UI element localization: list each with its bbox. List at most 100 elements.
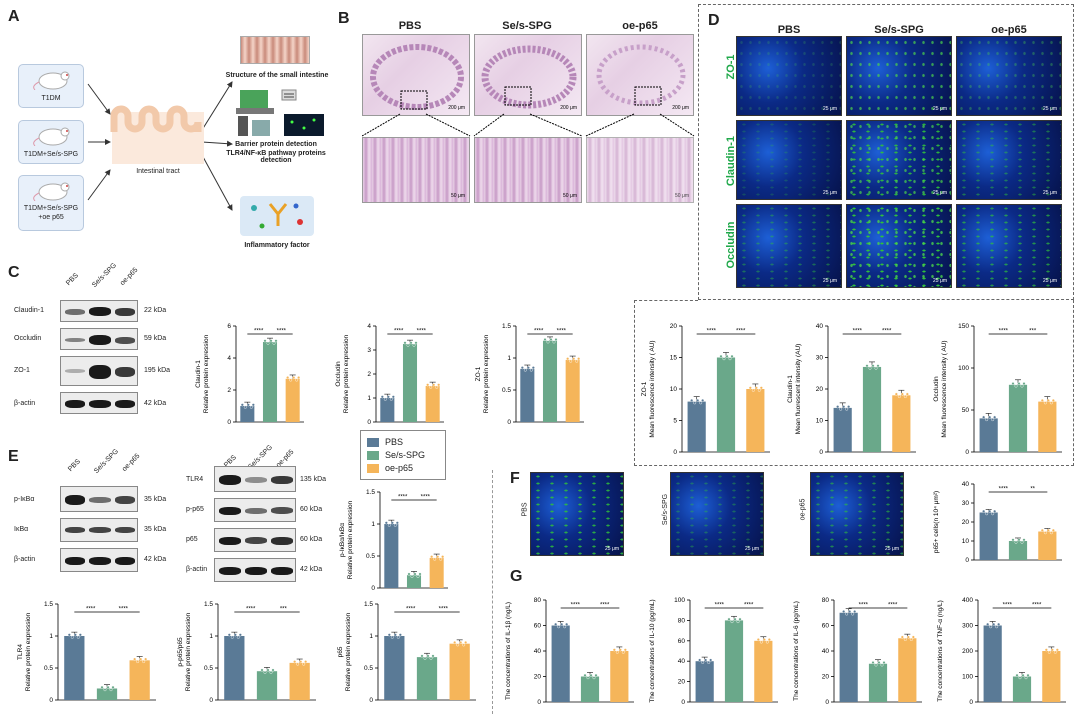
bar [551, 625, 570, 702]
blot-row-label: β-actin [14, 556, 36, 563]
data-point [751, 388, 755, 392]
group-box-se: T1DM+Se/s-SPG [18, 120, 84, 164]
bar [262, 342, 278, 422]
data-point [433, 557, 437, 561]
data-point [982, 415, 986, 419]
tick-label: 20 [678, 679, 686, 686]
data-point [618, 648, 622, 652]
axis-label: The concentrations of IL-1β (ng/L) [505, 602, 512, 700]
panel-d-frame [698, 4, 1074, 300]
data-point [1018, 676, 1022, 680]
data-point [874, 366, 878, 370]
data-point [1050, 648, 1054, 652]
bar [839, 612, 858, 702]
data-point [1046, 528, 1050, 532]
tick-label: 0 [969, 699, 973, 706]
tick-label: 10 [962, 538, 970, 545]
tick-label: 15 [670, 355, 678, 362]
data-point [701, 398, 705, 402]
data-point [557, 625, 561, 629]
chart-e4: p65 Relative protein expression 0 0.5 1 1.5 **… [337, 601, 476, 704]
data-point [995, 625, 999, 629]
tick-label: 0 [49, 697, 53, 704]
axis-label: Claudin-1 [195, 360, 202, 388]
data-point [767, 638, 771, 642]
group-header: oe-p65 [622, 20, 658, 32]
data-point [759, 386, 763, 390]
bar [833, 407, 852, 452]
bar [425, 386, 440, 422]
data-point [839, 407, 843, 411]
sig-label: ** [1030, 487, 1035, 493]
fluorescence-image: 25 μm [956, 36, 1062, 116]
tick-label: 80 [822, 597, 830, 604]
tick-label: 1.5 [44, 601, 53, 608]
blot-strip [60, 356, 138, 386]
bar [746, 389, 765, 452]
data-point [302, 662, 306, 666]
data-point [70, 635, 74, 639]
chart-g3: The concentrations of IL-6 (pg/mL) 0 20 40 6… [793, 597, 922, 706]
bar [716, 357, 736, 452]
workflow-arrows [87, 81, 233, 211]
kda-label: 35 kDa [144, 526, 167, 533]
sig-label: *** [1029, 329, 1037, 335]
data-point [292, 376, 296, 380]
data-point [297, 376, 301, 380]
axis-label: p-p65/p65 [177, 637, 184, 667]
axis-label: Occludin [933, 376, 940, 402]
data-point [390, 521, 394, 525]
sig-label: **** [119, 607, 129, 613]
he-low-mag-image: 200 μm [474, 34, 582, 116]
tick-label: 60 [822, 623, 830, 630]
data-point [882, 661, 886, 665]
panel-label-g: G [510, 568, 523, 585]
data-point [1043, 401, 1047, 405]
data-point [426, 654, 430, 658]
tick-label: 0 [227, 419, 231, 426]
bar [384, 524, 399, 588]
legend: PBS Se/s-SPG oe-p65 [360, 430, 446, 480]
tick-label: 10 [670, 386, 678, 393]
blot-row-label: TLR4 [186, 476, 204, 483]
data-point [439, 557, 443, 561]
data-point [754, 386, 758, 390]
data-point [395, 521, 399, 525]
tick-label: 40 [534, 648, 542, 655]
data-point [592, 676, 596, 680]
data-point [293, 660, 297, 664]
data-point [1053, 650, 1057, 654]
data-point [554, 622, 558, 626]
data-point [406, 343, 410, 347]
kda-label: 195 kDa [144, 367, 171, 374]
data-point [142, 660, 146, 664]
tick-label: 0 [681, 699, 685, 706]
zoom-lines [362, 113, 695, 137]
data-point [586, 676, 590, 680]
mouse-icon [33, 71, 70, 90]
legend-item: PBS [367, 437, 439, 447]
data-point [765, 640, 769, 644]
data-point [441, 555, 445, 559]
tick-label: 4 [227, 355, 231, 362]
data-point [1011, 382, 1015, 386]
data-point [423, 656, 427, 660]
blot-strip [60, 518, 138, 542]
bar [1038, 531, 1057, 560]
tick-label: 0 [507, 419, 511, 426]
data-point [462, 643, 466, 647]
tick-label: 1 [369, 633, 373, 640]
axis-label: Relative protein expression [185, 612, 192, 691]
group-box-t1dm: T1DM [18, 64, 84, 108]
data-point [698, 658, 702, 662]
data-point [393, 633, 397, 637]
data-point [380, 395, 384, 399]
chart-c3: ZO-1 Relative protein expression 0 0.5 1 1.5 *… [475, 323, 584, 426]
data-point [456, 643, 460, 647]
data-point [1051, 528, 1055, 532]
data-point [269, 339, 273, 343]
data-point [1044, 648, 1048, 652]
sig-label: **** [859, 603, 869, 609]
bar [449, 643, 470, 700]
bar [983, 625, 1002, 702]
